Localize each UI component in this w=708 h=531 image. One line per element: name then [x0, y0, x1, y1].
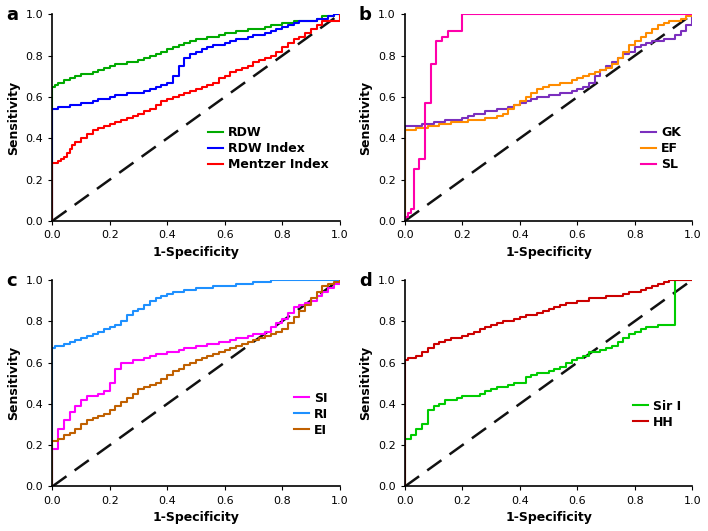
Y-axis label: Sensitivity: Sensitivity	[7, 81, 20, 155]
Legend: Sir I, HH: Sir I, HH	[628, 395, 686, 434]
Legend: SI, RI, EI: SI, RI, EI	[290, 387, 333, 442]
Text: c: c	[6, 272, 17, 289]
X-axis label: 1-Specificity: 1-Specificity	[505, 245, 592, 259]
X-axis label: 1-Specificity: 1-Specificity	[152, 245, 239, 259]
X-axis label: 1-Specificity: 1-Specificity	[152, 511, 239, 524]
Legend: RDW, RDW Index, Mentzer Index: RDW, RDW Index, Mentzer Index	[202, 121, 333, 176]
Y-axis label: Sensitivity: Sensitivity	[360, 81, 372, 155]
Text: a: a	[6, 6, 18, 24]
Y-axis label: Sensitivity: Sensitivity	[360, 346, 372, 420]
Text: b: b	[359, 6, 372, 24]
Y-axis label: Sensitivity: Sensitivity	[7, 346, 20, 420]
Text: d: d	[359, 272, 372, 289]
Legend: GK, EF, SL: GK, EF, SL	[636, 121, 686, 176]
X-axis label: 1-Specificity: 1-Specificity	[505, 511, 592, 524]
